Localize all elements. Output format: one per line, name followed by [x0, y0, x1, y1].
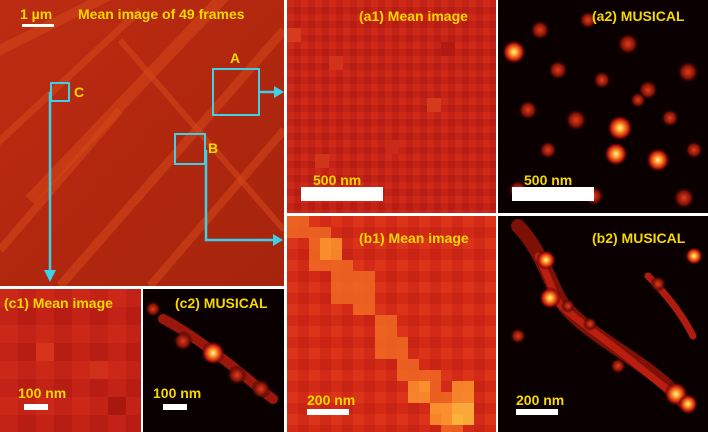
a1-mean-image [287, 0, 496, 213]
panel-a2: (a2) MUSICAL 500 nm [498, 0, 708, 213]
b2-label: (b2) MUSICAL [592, 230, 686, 246]
a1-scalebar-label: 500 nm [313, 172, 362, 188]
b2-scalebar-label: 200 nm [516, 392, 565, 408]
c1-scalebar-label: 100 nm [18, 385, 67, 401]
b2-scalebar [516, 409, 558, 415]
roi-b-label: B [208, 140, 219, 156]
a2-label: (a2) MUSICAL [592, 8, 685, 24]
panel-b2: (b2) MUSICAL 200 nm [498, 216, 708, 432]
b1-scalebar-label: 200 nm [307, 392, 356, 408]
c1-mean-image [0, 289, 141, 432]
roi-c-label: C [74, 84, 85, 100]
panel-b1: (b1) Mean image 200 nm [287, 216, 496, 432]
c2-scalebar [163, 404, 187, 410]
roi-a-box [212, 68, 260, 116]
a1-label: (a1) Mean image [359, 8, 468, 24]
c1-label: (c1) Mean image [4, 295, 113, 311]
c2-scalebar-label: 100 nm [153, 385, 202, 401]
a2-scalebar [512, 187, 594, 201]
panel-c1: (c1) Mean image 100 nm [0, 289, 141, 432]
b2-musical-image [498, 216, 708, 432]
main-mean-image [0, 0, 284, 286]
a2-scalebar-label: 500 nm [524, 172, 573, 188]
main-scalebar-label: 1 µm [20, 6, 53, 22]
b1-mean-image [287, 216, 496, 432]
a1-scalebar [301, 187, 383, 201]
b1-label: (b1) Mean image [359, 230, 469, 246]
panel-c2: (c2) MUSICAL 100 nm [143, 289, 284, 432]
main-image-panel: 1 µm Mean image of 49 frames A B C [0, 0, 284, 286]
main-scalebar [22, 24, 54, 27]
c2-label: (c2) MUSICAL [175, 295, 268, 311]
c1-scalebar [24, 404, 48, 410]
main-title: Mean image of 49 frames [78, 6, 245, 22]
b1-scalebar [307, 409, 349, 415]
roi-a-label: A [230, 50, 241, 66]
panel-a1: (a1) Mean image 500 nm [287, 0, 496, 213]
roi-c-box [50, 82, 70, 102]
roi-b-box [174, 133, 206, 165]
